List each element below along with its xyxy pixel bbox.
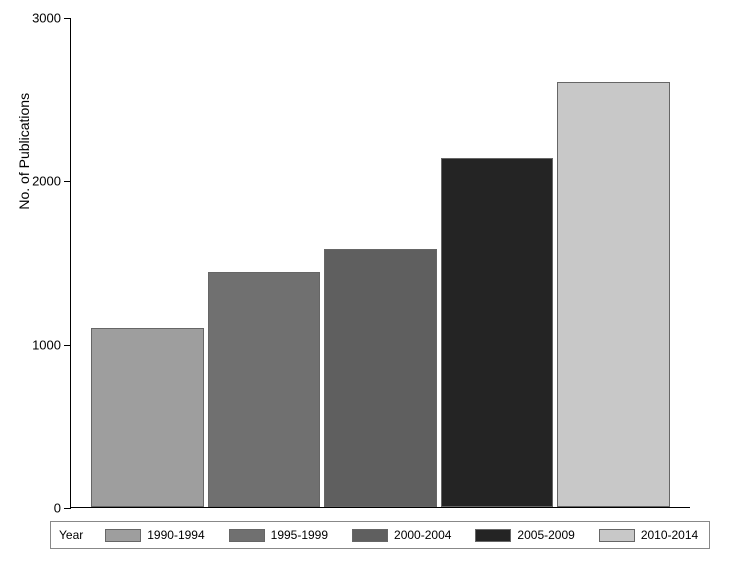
bar bbox=[441, 158, 554, 507]
bars-group bbox=[71, 18, 690, 507]
y-tick-label: 2000 bbox=[32, 174, 61, 189]
bar bbox=[208, 272, 321, 507]
legend-item: 2005-2009 bbox=[475, 528, 574, 542]
y-tick-label: 3000 bbox=[32, 11, 61, 26]
legend-swatch bbox=[599, 529, 635, 542]
y-tick bbox=[64, 181, 71, 182]
legend-item: 2000-2004 bbox=[352, 528, 451, 542]
legend-label: 2010-2014 bbox=[641, 528, 698, 542]
legend-label: 1995-1999 bbox=[271, 528, 328, 542]
legend-title: Year bbox=[59, 528, 83, 542]
legend-swatch bbox=[475, 529, 511, 542]
chart-plot-area: 0100020003000 bbox=[70, 18, 690, 508]
legend-item: 1995-1999 bbox=[229, 528, 328, 542]
legend-item: 1990-1994 bbox=[105, 528, 204, 542]
bar bbox=[91, 328, 204, 507]
y-tick bbox=[64, 345, 71, 346]
bar bbox=[557, 82, 670, 507]
y-tick-label: 0 bbox=[54, 501, 61, 516]
bar bbox=[324, 249, 437, 507]
legend: Year 1990-1994 1995-1999 2000-2004 2005-200… bbox=[50, 521, 710, 549]
legend-label: 2000-2004 bbox=[394, 528, 451, 542]
legend-item: 2010-2014 bbox=[599, 528, 698, 542]
y-tick-label: 1000 bbox=[32, 337, 61, 352]
y-axis-title: No. of Publications bbox=[16, 93, 32, 210]
legend-label: 1990-1994 bbox=[147, 528, 204, 542]
legend-swatch bbox=[105, 529, 141, 542]
y-tick bbox=[64, 508, 71, 509]
legend-swatch bbox=[229, 529, 265, 542]
legend-swatch bbox=[352, 529, 388, 542]
legend-label: 2005-2009 bbox=[517, 528, 574, 542]
y-tick bbox=[64, 18, 71, 19]
